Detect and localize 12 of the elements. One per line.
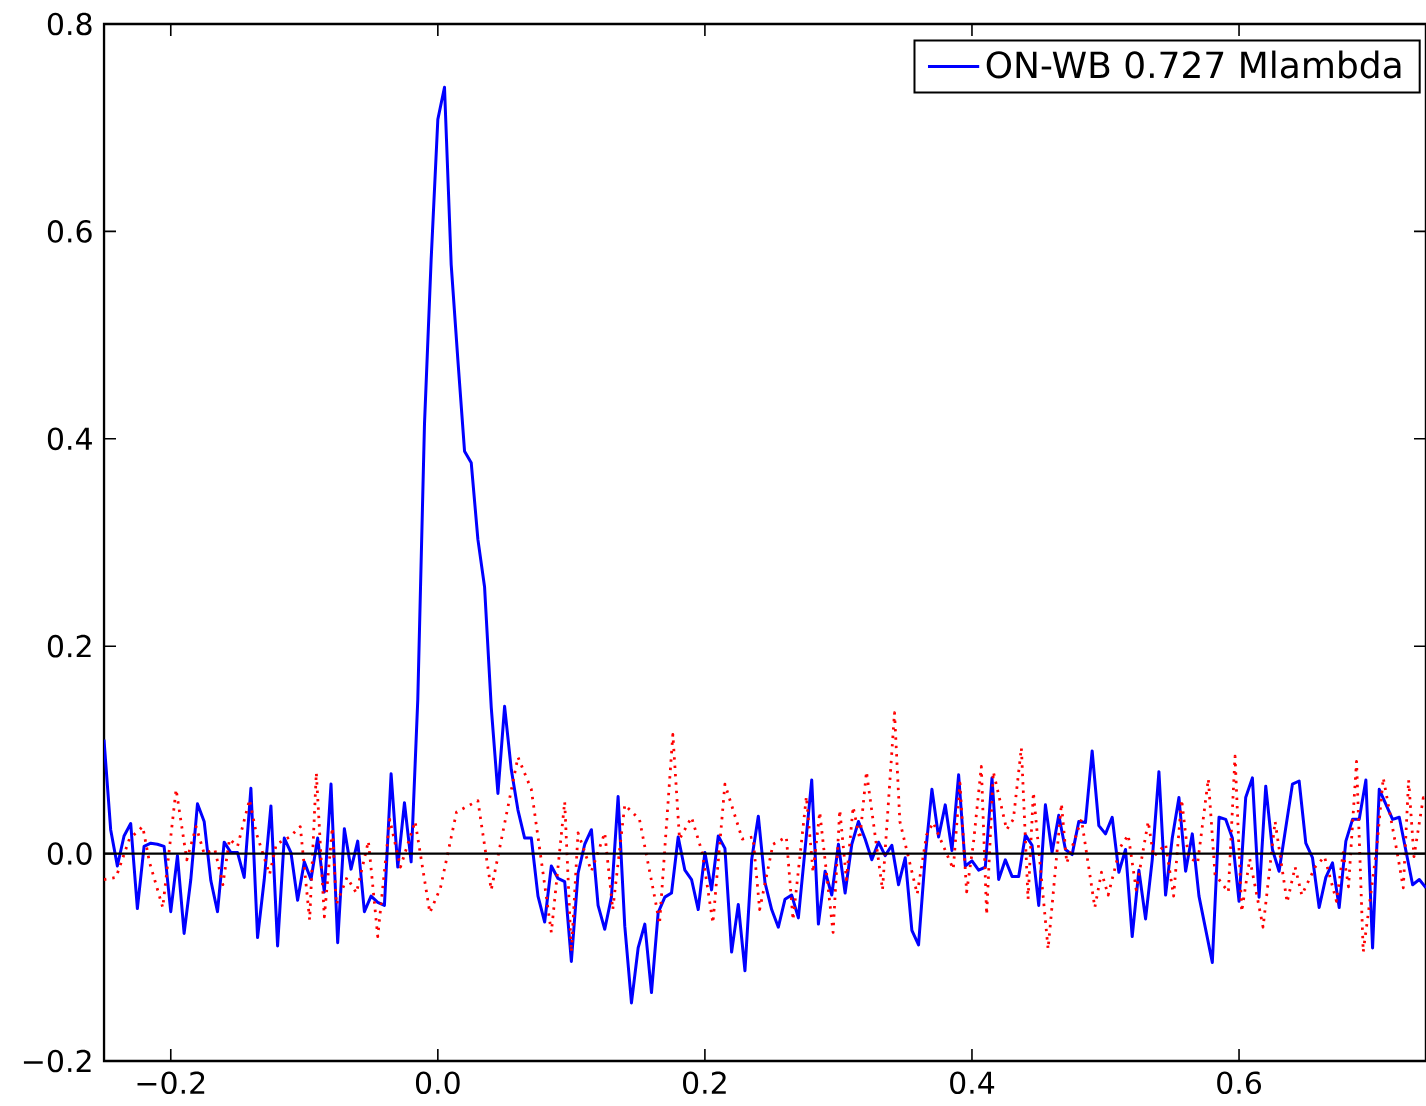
y-tick-label: 0.2 bbox=[47, 634, 91, 658]
y-tick-label: 0.4 bbox=[47, 427, 92, 451]
x-tick-label: −0.2 bbox=[137, 1071, 205, 1095]
y-tick-label: 0.0 bbox=[47, 842, 92, 865]
x-tick-label: 0.0 bbox=[415, 1071, 460, 1095]
y-tick-label: 0.8 bbox=[47, 12, 92, 36]
x-tick-label: 0.4 bbox=[950, 1071, 995, 1095]
y-tick-label: 0.6 bbox=[47, 220, 92, 243]
x-tick-label: 0.2 bbox=[683, 1071, 726, 1095]
legend-label: ON-WB 0.727 Mlambda bbox=[986, 50, 1401, 79]
y-tick-label: −0.2 bbox=[23, 1049, 91, 1073]
x-tick-label: 0.6 bbox=[1217, 1071, 1261, 1095]
